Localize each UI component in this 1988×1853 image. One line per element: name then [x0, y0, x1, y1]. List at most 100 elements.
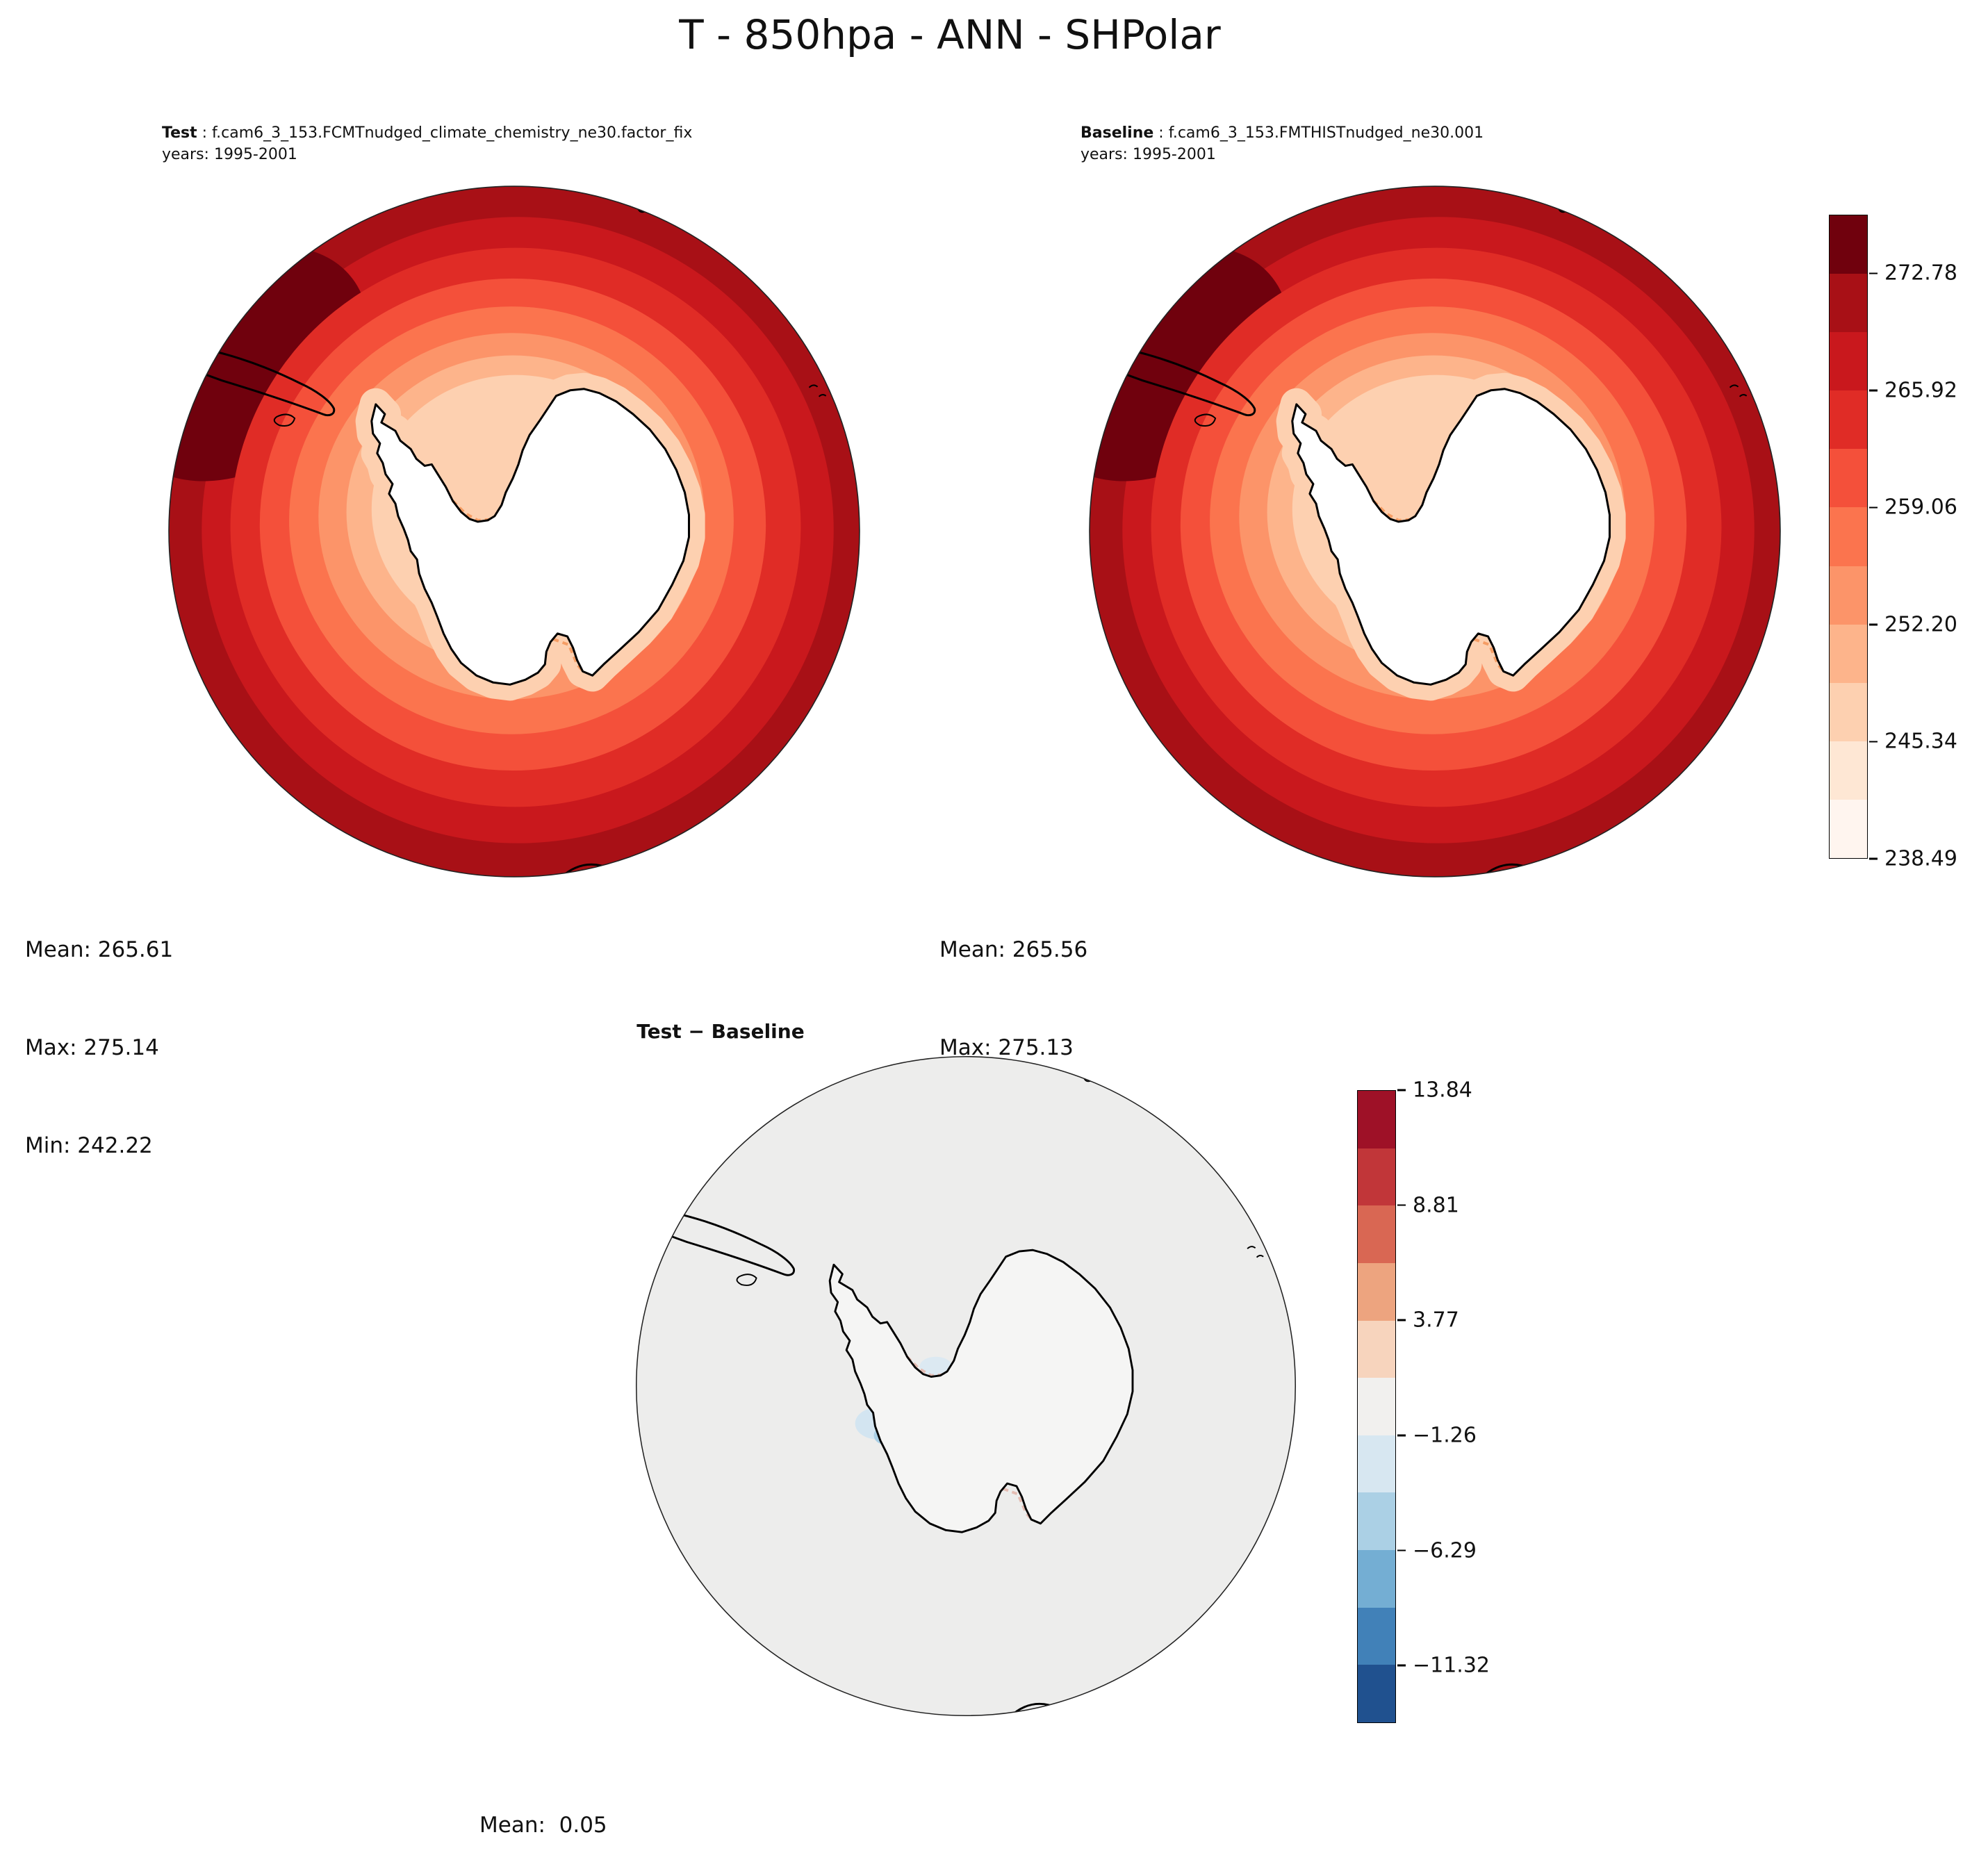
colorbar-band [1830, 390, 1867, 450]
colorbar-tick: 8.81 [1397, 1193, 1459, 1217]
antarctica-coastline [1291, 388, 1611, 686]
colorbar-band [1358, 1205, 1395, 1263]
map-boundary-circle [168, 186, 860, 878]
small-island-top [1556, 201, 1571, 213]
diff-colorbar: 13.84 8.81 3.77 −1.26 −6.29 −11.32 [1357, 1078, 1490, 1723]
tick-mark [1397, 1204, 1406, 1206]
antarctica-landmask [1292, 388, 1610, 685]
small-island-top [636, 201, 650, 213]
colorbar-tick: −1.26 [1397, 1423, 1477, 1447]
test-mean: Mean: 265.61 [25, 937, 174, 962]
baseline-run-label: Baseline : f.cam6_3_153.FMTHISTnudged_ne… [1081, 122, 1484, 144]
colorbar-tick-label: 3.77 [1413, 1308, 1459, 1333]
test-header: Test : f.cam6_3_153.FCMTnudged_climate_c… [162, 122, 692, 165]
tick-mark [1397, 1089, 1406, 1092]
colorbar-tick-label: 272.78 [1884, 261, 1957, 286]
diff-mean: Mean: 0.05 [479, 1813, 607, 1838]
diff-colorbar-bands [1357, 1090, 1396, 1723]
tick-mark [1397, 1434, 1406, 1437]
colorbar-band [1358, 1550, 1395, 1608]
colorbar-band [1830, 332, 1867, 391]
polar-map-Baseline [1089, 186, 1781, 878]
tick-mark [1397, 1664, 1406, 1667]
diff-stats: Mean: 0.05 Max: 3.43 Min: -9.19 [479, 1744, 607, 1853]
colorbar-band [1830, 741, 1867, 800]
colorbar-band [1358, 1378, 1395, 1435]
baseline-max: Max: 275.13 [939, 1035, 1074, 1060]
test-stats: Mean: 265.61 Max: 275.14 Min: 242.22 [25, 868, 173, 1228]
diff-title: Test − Baseline [636, 1020, 805, 1043]
baseline-years: years: 1995-2001 [1081, 146, 1216, 163]
tick-mark [1869, 389, 1878, 392]
colorbar-band [1830, 449, 1867, 508]
colorbar-tick: 259.06 [1869, 495, 1957, 520]
small-island-top [1082, 1071, 1096, 1082]
south-america-coastline [1090, 344, 1256, 417]
colorbar-tick: 245.34 [1869, 730, 1957, 754]
antarctica-coastline [828, 1249, 1134, 1533]
test-label: Test [162, 124, 197, 142]
colorbar-tick: −11.32 [1397, 1654, 1490, 1678]
colorbar-band [1358, 1262, 1395, 1321]
colorbar-band [1830, 215, 1867, 274]
test-run-label: Test : f.cam6_3_153.FCMTnudged_climate_c… [162, 122, 692, 144]
colorbar-band [1358, 1665, 1395, 1723]
colorbar-tick-label: 245.34 [1884, 729, 1957, 754]
colorbar-band [1358, 1320, 1395, 1378]
south-america-coastline [637, 1208, 796, 1276]
colorbar-band [1830, 566, 1867, 625]
ronne-ice-shelf-edge [1372, 500, 1410, 522]
tick-mark [1397, 1319, 1406, 1321]
colorbar-band [1358, 1148, 1395, 1206]
colorbar-tick: 13.84 [1397, 1078, 1472, 1103]
baseline-run-name: : f.cam6_3_153.FMTHISTnudged_ne30.001 [1153, 124, 1484, 142]
tierra-del-fuego-island [273, 413, 296, 427]
temperature-colorbar: 272.78 265.92 259.06 252.20 245.34 238.49 [1829, 215, 1957, 871]
colorbar-band [1358, 1091, 1395, 1148]
tick-mark [1869, 507, 1878, 509]
colorbar-tick-label: 8.81 [1413, 1193, 1459, 1218]
baseline-label: Baseline [1081, 124, 1154, 142]
map-boundary-circle [1089, 186, 1781, 878]
baseline-map [1085, 182, 1784, 881]
baseline-header: Baseline : f.cam6_3_153.FMTHISTnudged_ne… [1081, 122, 1484, 165]
colorbar-tick-label: −6.29 [1413, 1538, 1477, 1563]
figure-title: T - 850hpa - ANN - SHPolar [679, 11, 1221, 58]
polar-map-Diff [635, 1055, 1297, 1717]
antarctica-landmask [371, 388, 689, 685]
diff-map [632, 1053, 1299, 1720]
test-max: Max: 275.14 [25, 1035, 159, 1060]
colorbar-tick: 238.49 [1869, 847, 1957, 871]
tick-mark [1869, 741, 1878, 743]
colorbar-tick-label: 259.06 [1884, 495, 1957, 520]
temperature-colorbar-bands [1829, 215, 1868, 859]
antarctica-coastline [370, 388, 691, 686]
antarctica-landmask [830, 1250, 1133, 1533]
negative-anomaly-spot [919, 1356, 952, 1376]
colorbar-tick: 3.77 [1397, 1308, 1459, 1333]
test-min: Min: 242.22 [25, 1133, 153, 1158]
test-years: years: 1995-2001 [162, 146, 297, 163]
colorbar-band [1830, 682, 1867, 741]
south-america-coastline [170, 344, 336, 417]
ronne-ice-shelf-edge [452, 500, 489, 522]
tick-mark [1869, 623, 1878, 626]
small-islands-right [1247, 1246, 1264, 1258]
colorbar-tick-label: 13.84 [1413, 1078, 1472, 1103]
colorbar-tick-label: 252.20 [1884, 612, 1957, 637]
map-boundary-circle [635, 1055, 1297, 1717]
tick-mark [1869, 272, 1878, 274]
colorbar-tick: 265.92 [1869, 378, 1957, 402]
colorbar-band [1830, 507, 1867, 566]
colorbar-tick-label: −1.26 [1413, 1423, 1477, 1448]
colorbar-tick: −6.29 [1397, 1538, 1477, 1563]
test-map [165, 182, 864, 881]
tierra-del-fuego-island [736, 1274, 757, 1286]
tick-mark [1869, 857, 1878, 860]
colorbar-tick-label: 238.49 [1884, 846, 1957, 871]
small-islands-right [808, 384, 827, 397]
test-run-name: : f.cam6_3_153.FCMTnudged_climate_chemis… [197, 124, 693, 142]
polar-map-Test [168, 186, 860, 878]
colorbar-tick: 252.20 [1869, 612, 1957, 636]
colorbar-tick-label: 265.92 [1884, 378, 1957, 403]
